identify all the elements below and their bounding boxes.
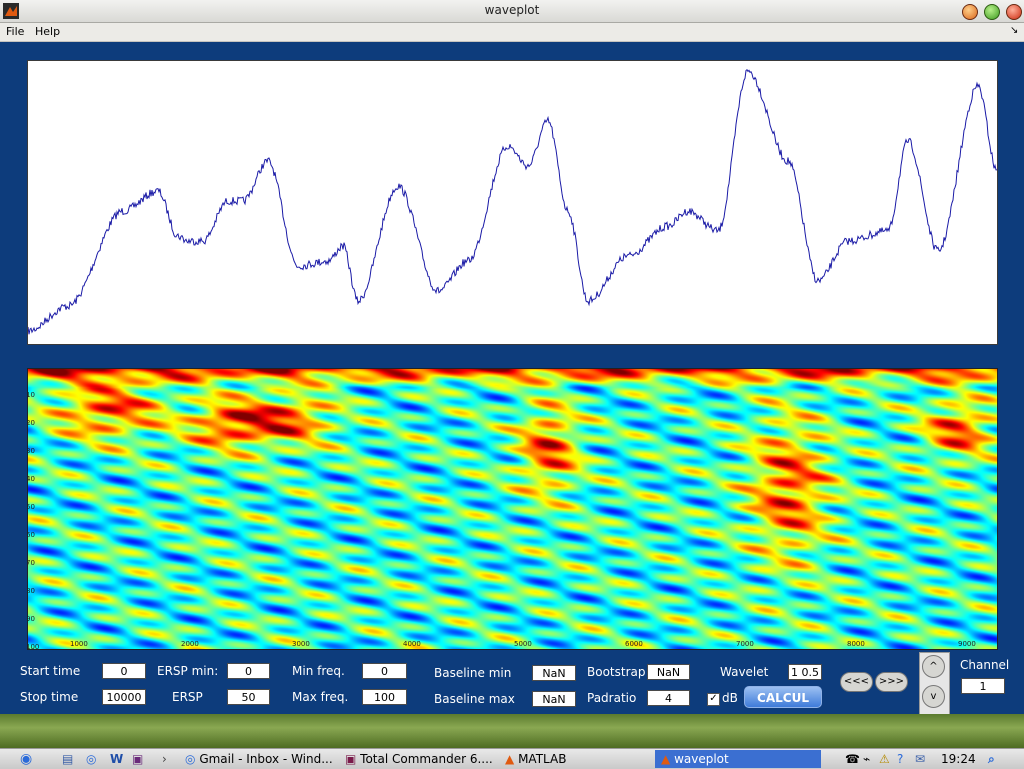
totalcommander-icon: ▣ xyxy=(345,752,357,766)
start-menu-icon[interactable]: ◉ xyxy=(20,751,33,767)
start-time-field[interactable]: 0 xyxy=(102,663,146,679)
spectrogram-x-tick: 9000 xyxy=(958,640,976,648)
ersp-min-field[interactable]: 0 xyxy=(227,663,270,679)
desktop-background xyxy=(0,714,1024,748)
channel-field[interactable]: 1 xyxy=(961,678,1005,694)
spectrogram-x-tick: 2000 xyxy=(181,640,199,648)
ersp-field[interactable]: 50 xyxy=(227,689,270,705)
taskbar-waveplot[interactable]: ▲ waveplot xyxy=(655,750,821,768)
gmail-icon: ◎ xyxy=(185,752,196,766)
quicklaunch-more-icon[interactable]: › xyxy=(162,752,167,766)
taskbar-totalcommander-label: Total Commander 6.... xyxy=(360,752,493,766)
baseline-min-label: Baseline min xyxy=(434,666,512,680)
spectrogram-y-tick: 20 xyxy=(28,419,35,427)
title-bar: waveplot xyxy=(0,0,1024,23)
tray-warning-icon[interactable]: ⚠ xyxy=(879,752,890,766)
spectrogram-y-tick: 50 xyxy=(28,503,35,511)
ersp-min-label: ERSP min: xyxy=(157,664,219,678)
waveform-trace xyxy=(28,68,997,335)
stop-time-label: Stop time xyxy=(20,690,79,704)
quicklaunch-word-icon[interactable]: W xyxy=(110,752,124,766)
matlab-taskbar-icon: ▲ xyxy=(505,752,515,766)
taskbar-gmail[interactable]: ◎ Gmail - Inbox - Wind... xyxy=(185,750,335,768)
quicklaunch-save-icon[interactable]: ▣ xyxy=(132,752,144,766)
matlab-icon xyxy=(3,3,19,19)
wavelet-field[interactable]: 1 0.5 xyxy=(788,664,822,680)
spectrogram-x-tick: 6000 xyxy=(625,640,643,648)
spectrogram-y-tick: 100 xyxy=(27,643,40,650)
taskbar-matlab[interactable]: ▲ MATLAB xyxy=(505,750,645,768)
spectrogram-y-tick: 10 xyxy=(28,391,35,399)
spectrogram-y-tick: 80 xyxy=(28,587,35,595)
taskbar-gmail-label: Gmail - Inbox - Wind... xyxy=(199,752,333,766)
menu-file[interactable]: File xyxy=(6,25,25,38)
taskbar-waveplot-label: waveplot xyxy=(674,752,729,766)
tray-mail-icon[interactable]: ✉ xyxy=(915,752,926,766)
close-button[interactable] xyxy=(1006,4,1022,20)
waveform-plot[interactable] xyxy=(27,60,998,345)
padratio-field[interactable]: 4 xyxy=(647,690,690,706)
spectrogram-y-tick: 60 xyxy=(28,531,35,539)
stop-time-field[interactable]: 10000 xyxy=(102,689,146,705)
taskbar-totalcommander[interactable]: ▣ Total Commander 6.... xyxy=(345,750,495,768)
spectrogram-y-tick: 40 xyxy=(28,475,35,483)
baseline-min-field[interactable]: NaN xyxy=(532,665,576,681)
next-button[interactable]: >>> xyxy=(875,672,908,692)
dock-arrow-icon[interactable]: ↘ xyxy=(1010,25,1019,36)
taskbar-matlab-label: MATLAB xyxy=(518,752,567,766)
spectrogram-y-tick: 30 xyxy=(28,447,35,455)
menu-bar: File Help ↘ xyxy=(0,23,1024,42)
tray-network-icon[interactable]: ⌁ xyxy=(863,752,871,766)
quicklaunch-desktop-icon[interactable]: ▤ xyxy=(62,752,74,766)
wavelet-label: Wavelet xyxy=(720,665,769,679)
start-time-label: Start time xyxy=(20,664,81,678)
channel-label: Channel xyxy=(960,658,1010,672)
bootstrap-field[interactable]: NaN xyxy=(647,664,690,680)
maximize-button[interactable] xyxy=(984,4,1000,20)
clock: 19:24 xyxy=(941,752,976,766)
padratio-label: Padratio xyxy=(587,691,637,705)
channel-down-button[interactable]: v xyxy=(922,685,945,708)
spectrogram-x-tick: 8000 xyxy=(847,640,865,648)
ersp-label: ERSP xyxy=(172,690,203,704)
baseline-max-label: Baseline max xyxy=(434,692,515,706)
spectrogram-y-tick: 70 xyxy=(28,559,35,567)
spectrogram-plot[interactable]: 1000 2000 3000 4000 5000 6000 7000 8000 9000 10 2… xyxy=(27,368,998,650)
spectrogram-image xyxy=(28,369,997,649)
quicklaunch-browser-icon[interactable]: ◎ xyxy=(86,752,97,766)
tray-help-icon[interactable]: ? xyxy=(897,752,904,766)
search-icon[interactable]: ⌕ xyxy=(988,752,995,766)
window-title: waveplot xyxy=(484,3,540,17)
channel-up-button[interactable]: ^ xyxy=(922,655,945,678)
calculate-button[interactable]: CALCUL xyxy=(744,686,822,708)
tray-phone-icon[interactable]: ☎ xyxy=(845,752,860,766)
spectrogram-x-tick: 7000 xyxy=(736,640,754,648)
max-freq-field[interactable]: 100 xyxy=(362,689,407,705)
previous-button[interactable]: <<< xyxy=(840,672,873,692)
baseline-max-field[interactable]: NaN xyxy=(532,691,576,707)
menu-help[interactable]: Help xyxy=(35,25,61,38)
bootstrap-label: Bootstrap xyxy=(587,665,646,679)
waveplot-taskbar-icon: ▲ xyxy=(661,752,671,766)
spectrogram-x-tick: 5000 xyxy=(514,640,532,648)
max-freq-label: Max freq. xyxy=(292,690,349,704)
spectrogram-y-tick: 90 xyxy=(28,615,35,623)
taskbar: ◉ ▤ ◎ W ▣ › ◎ Gmail - Inbox - Wind... ▣ … xyxy=(0,748,1024,769)
db-label: dB xyxy=(722,691,738,705)
spectrogram-x-tick: 1000 xyxy=(70,640,88,648)
min-freq-label: Min freq. xyxy=(292,664,345,678)
spectrogram-x-tick: 3000 xyxy=(292,640,310,648)
spectrogram-x-tick: 4000 xyxy=(403,640,421,648)
minimize-button[interactable] xyxy=(962,4,978,20)
min-freq-field[interactable]: 0 xyxy=(362,663,407,679)
db-checkbox[interactable]: ✓ xyxy=(707,693,720,706)
